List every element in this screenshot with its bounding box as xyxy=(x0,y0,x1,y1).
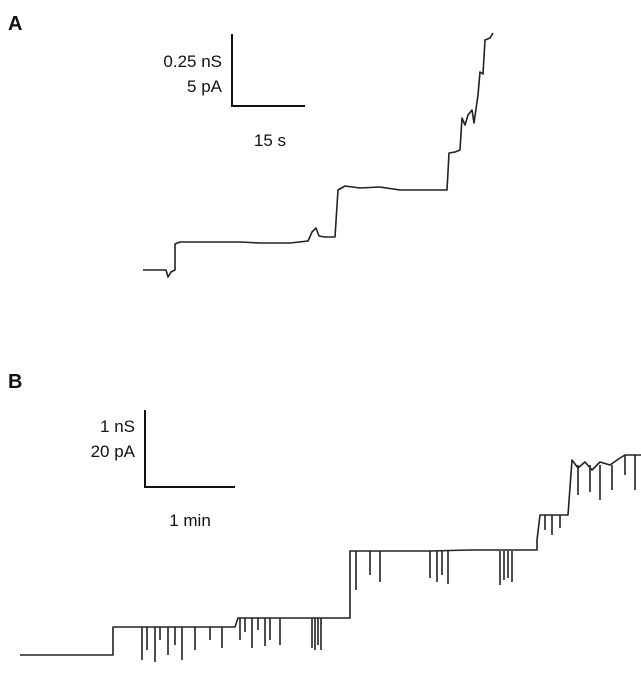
trace xyxy=(20,454,641,656)
panel-label: A xyxy=(8,13,22,35)
panel-label: B xyxy=(8,371,22,393)
scale-bar xyxy=(144,410,235,488)
scale-label: 1 nS xyxy=(100,417,135,436)
scale-bar xyxy=(231,34,305,107)
scale-label: 20 pA xyxy=(91,442,136,461)
trace-events xyxy=(141,455,636,662)
scale-label: 1 min xyxy=(169,511,211,530)
scale-label: 15 s xyxy=(254,131,286,150)
scale-label: 5 pA xyxy=(187,77,223,96)
scale-label: 0.25 nS xyxy=(163,52,222,71)
trace xyxy=(143,32,494,278)
